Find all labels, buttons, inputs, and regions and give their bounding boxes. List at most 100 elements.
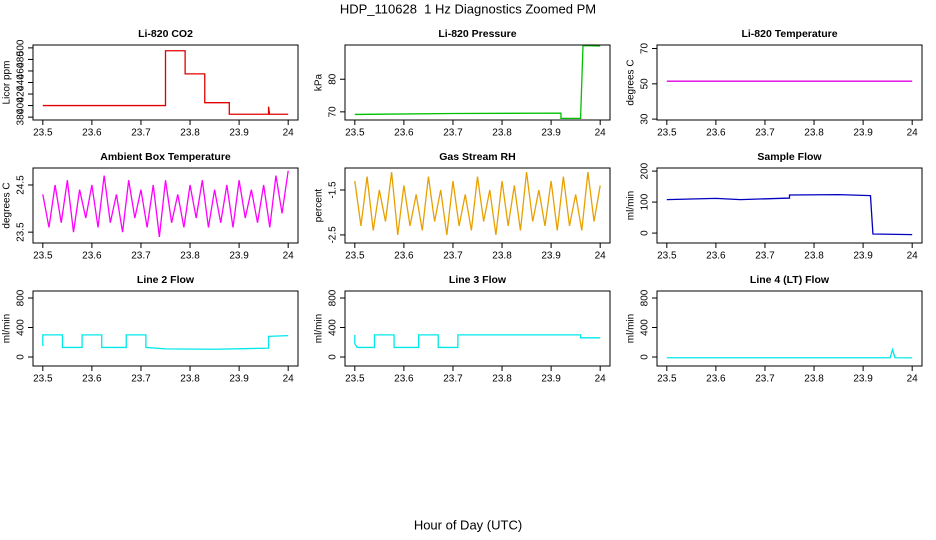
plot-frame xyxy=(656,290,923,367)
plot-area xyxy=(354,334,601,349)
panel-title: Gas Stream RH xyxy=(439,151,515,163)
x-tick-label: 24 xyxy=(283,374,295,385)
x-tick-label: 23.8 xyxy=(180,374,200,385)
y-tick-label: 0 xyxy=(16,354,27,360)
x-tick-label: 23.5 xyxy=(345,251,365,262)
x-tick-label: 23.8 xyxy=(492,374,512,385)
x-tick-label: 23.6 xyxy=(82,128,102,139)
y-axis-label: ml/min xyxy=(626,191,637,220)
plot-area xyxy=(42,50,289,115)
x-tick-label: 24 xyxy=(283,128,295,139)
x-tick-label: 24 xyxy=(595,128,607,139)
y-tick-label: 400 xyxy=(328,319,339,336)
panel: Line 3 Flow ml/min 23.5 23.6 23.7 23.8 23.9 24 0… xyxy=(314,274,611,385)
y-axis-label: ml/min xyxy=(626,314,637,343)
y-tick-label: 500 xyxy=(16,39,27,56)
data-line xyxy=(354,334,601,349)
plot-frame xyxy=(32,44,299,121)
x-tick-label: 23.5 xyxy=(657,128,677,139)
y-tick-label: 440 xyxy=(16,74,27,91)
y-tick-label: 23.5 xyxy=(16,222,27,242)
panel-title: Line 4 (LT) Flow xyxy=(750,274,830,286)
x-tick-label: 23.6 xyxy=(394,251,414,262)
y-tick-label: 400 xyxy=(16,97,27,114)
x-tick-label: 23.6 xyxy=(394,374,414,385)
plot-frame xyxy=(344,167,611,244)
plot-frame xyxy=(344,290,611,367)
panel: Ambient Box Temperature degrees C23.5 23.6… xyxy=(2,151,299,262)
x-tick-label: 23.8 xyxy=(492,128,512,139)
data-line xyxy=(42,170,289,237)
x-tick-label: 23.9 xyxy=(853,128,873,139)
data-line xyxy=(354,45,601,120)
x-tick-label: 23.6 xyxy=(706,251,726,262)
figure-title: HDP_110628 1 Hz Diagnostics Zoomed PM xyxy=(340,1,596,16)
x-tick-label: 23.9 xyxy=(853,374,873,385)
x-tick-label: 23.5 xyxy=(345,128,365,139)
data-line xyxy=(42,50,289,115)
x-tick-label: 23.7 xyxy=(755,251,775,262)
x-tick-label: 23.7 xyxy=(443,128,463,139)
x-tick-label: 23.9 xyxy=(229,374,249,385)
panel: Line 2 Flow ml/min 23.5 23.6 23.7 23.8 23.9 24 0… xyxy=(2,274,299,385)
x-tick-label: 23.9 xyxy=(229,251,249,262)
x-tick-label: 23.9 xyxy=(853,251,873,262)
x-tick-label: 23.5 xyxy=(657,251,677,262)
x-tick-label: 23.8 xyxy=(804,374,824,385)
y-tick-label: 0 xyxy=(640,230,651,236)
x-tick-label: 24 xyxy=(595,374,607,385)
data-line xyxy=(42,334,289,350)
x-tick-label: 23.8 xyxy=(804,251,824,262)
x-tick-label: 23.7 xyxy=(443,251,463,262)
y-axis-label: degrees C xyxy=(2,182,13,228)
y-axis-label: ml/min xyxy=(314,314,325,343)
x-tick-label: 24 xyxy=(283,251,295,262)
x-tick-label: 23.6 xyxy=(706,374,726,385)
plot-area xyxy=(666,347,913,359)
y-tick-label: 0 xyxy=(328,354,339,360)
plot-area xyxy=(354,45,601,120)
plot-frame xyxy=(656,167,923,244)
x-tick-label: 23.9 xyxy=(541,374,561,385)
x-tick-label: 24 xyxy=(907,374,919,385)
data-line xyxy=(354,171,601,236)
y-tick-label: 460 xyxy=(16,62,27,79)
x-tick-label: 24 xyxy=(907,128,919,139)
x-tick-label: 23.6 xyxy=(82,251,102,262)
y-tick-label: 80 xyxy=(328,73,339,85)
plot-frame xyxy=(656,44,923,121)
y-tick-label: 480 xyxy=(16,51,27,68)
plot-frame xyxy=(32,290,299,367)
x-tick-label: 23.6 xyxy=(82,374,102,385)
plot-frame xyxy=(32,167,299,244)
panel-title: Li-820 CO2 xyxy=(138,28,193,40)
x-tick-label: 23.7 xyxy=(131,374,151,385)
y-tick-label: 0 xyxy=(640,354,651,360)
x-tick-label: 23.7 xyxy=(131,251,151,262)
y-tick-label: 800 xyxy=(640,289,651,306)
y-tick-label: -2.5 xyxy=(328,226,339,244)
x-tick-label: 23.9 xyxy=(541,128,561,139)
x-tick-label: 24 xyxy=(907,251,919,262)
y-tick-label: 400 xyxy=(16,319,27,336)
y-axis-label: ml/min xyxy=(2,314,13,343)
plot-area xyxy=(42,170,289,237)
panel: Li-820 Pressure kPa 23.5 23.6 23.7 23.8 23.9 24… xyxy=(314,28,611,139)
y-tick-label: -1.5 xyxy=(328,181,339,199)
plot-area xyxy=(42,334,289,350)
y-axis-label: Licor ppm xyxy=(2,61,13,105)
y-tick-label: 800 xyxy=(328,289,339,306)
data-line xyxy=(666,193,913,236)
x-tick-label: 23.8 xyxy=(180,251,200,262)
panel-title: Ambient Box Temperature xyxy=(100,151,231,163)
plot-frame xyxy=(344,44,611,121)
panel: Sample Flow ml/min 23.5 23.6 23.7 23.8 23.9 24 0… xyxy=(626,151,923,262)
x-tick-label: 23.6 xyxy=(394,128,414,139)
x-tick-label: 23.7 xyxy=(755,128,775,139)
x-tick-label: 23.8 xyxy=(804,128,824,139)
x-tick-label: 23.5 xyxy=(33,374,53,385)
panel-title: Li-820 Pressure xyxy=(438,28,516,40)
panel-title: Line 3 Flow xyxy=(449,274,507,286)
x-tick-label: 23.6 xyxy=(706,128,726,139)
